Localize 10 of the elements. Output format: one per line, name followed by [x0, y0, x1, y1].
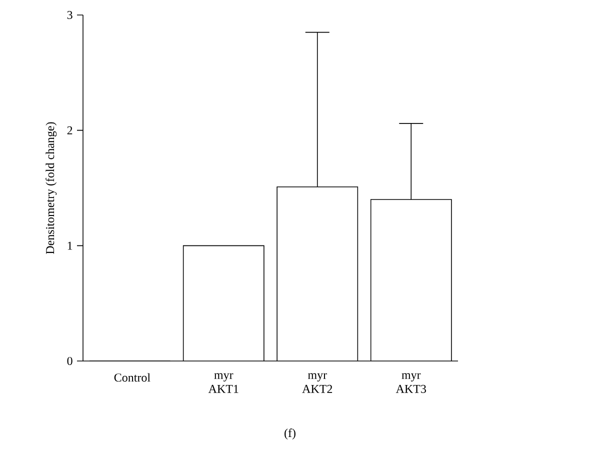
y-tick-label: 0: [67, 356, 72, 366]
y-tick-label: 3: [67, 10, 72, 20]
x-tick-label: Control: [114, 373, 150, 382]
x-tick-label: myr AKT1: [208, 373, 238, 393]
x-tick-label: myr AKT3: [396, 373, 426, 393]
x-tick-label: myr AKT2: [302, 373, 332, 393]
text: (f): [284, 428, 296, 440]
y-axis-title: Densitometry (fold change): [46, 122, 57, 254]
y-tick-label: 2: [67, 126, 72, 134]
y-tick-label: 1: [68, 242, 72, 250]
